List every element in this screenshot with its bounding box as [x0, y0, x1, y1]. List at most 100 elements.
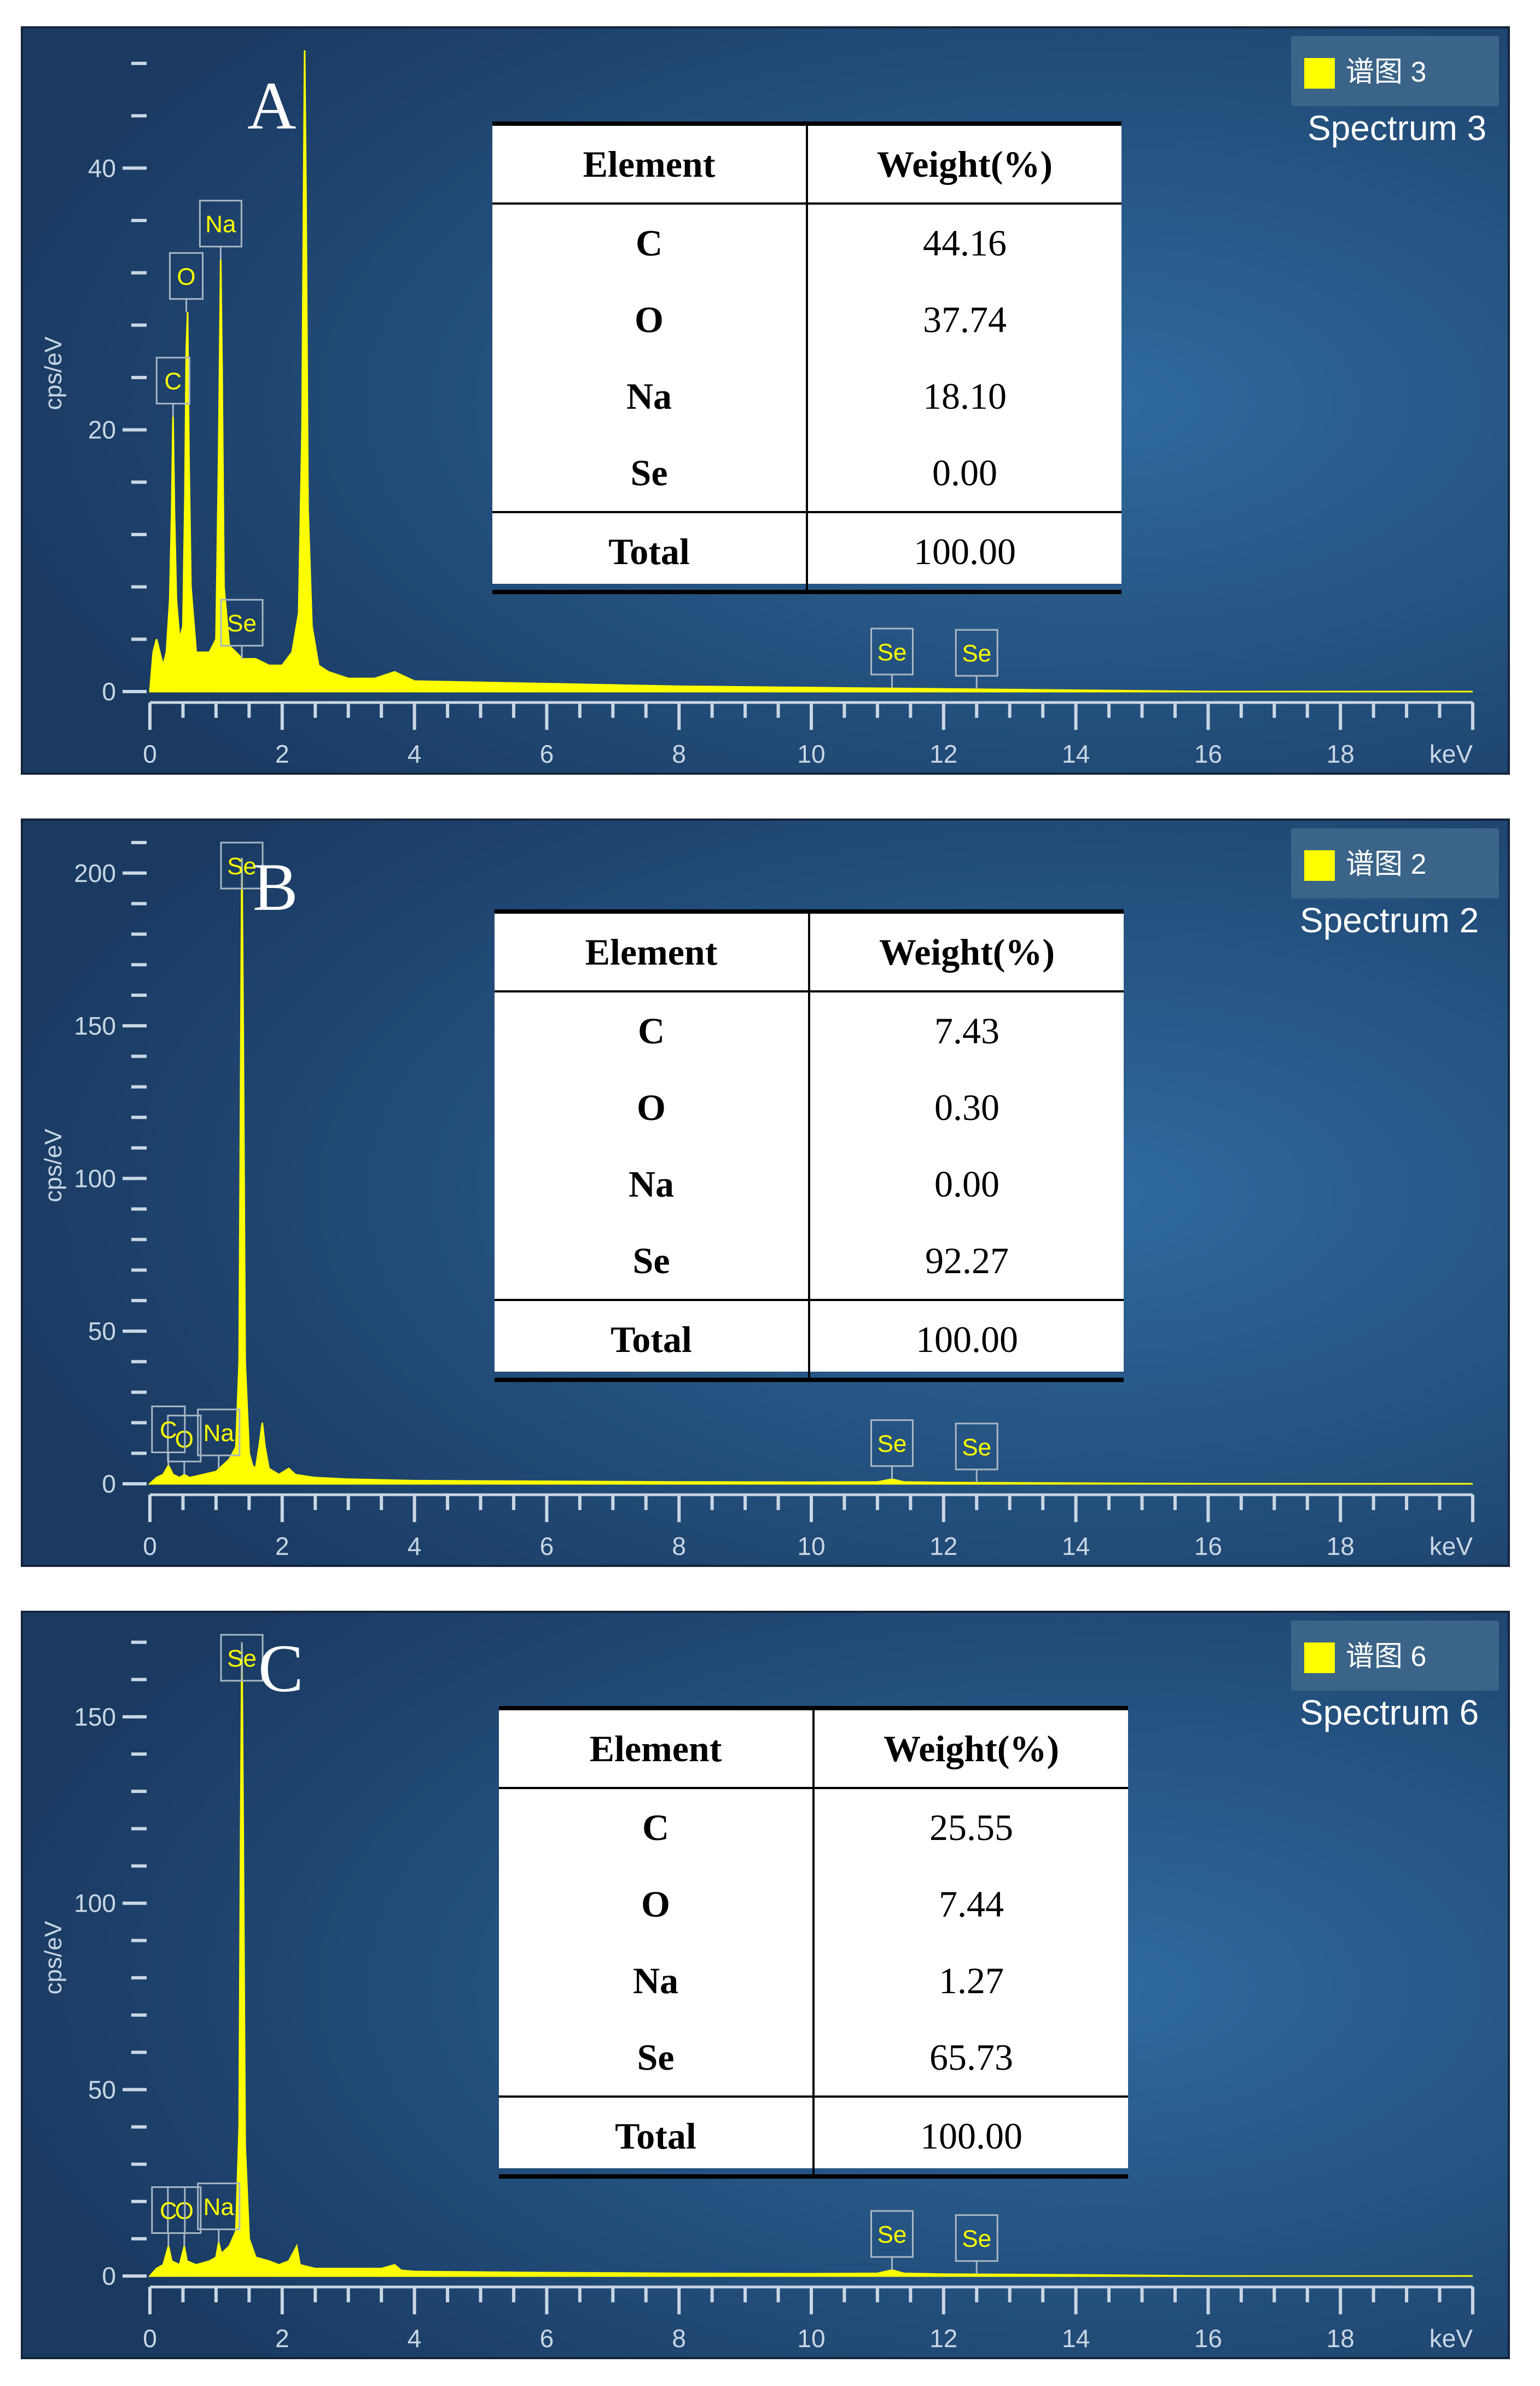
weight-cell: 65.73	[929, 2036, 1013, 2078]
x-tick-label: 2	[275, 2324, 289, 2353]
peak-label: Na	[205, 211, 236, 238]
legend-name: 谱图 2	[1346, 849, 1427, 880]
y-tick-label: 50	[88, 1317, 116, 1345]
y-tick-label: 0	[102, 1470, 116, 1498]
table-row: Na 0.00	[495, 1146, 1124, 1222]
x-tick-label: 8	[672, 2324, 686, 2353]
total-value: 100.00	[807, 511, 1121, 594]
weight-cell: 7.44	[939, 1883, 1004, 1925]
weight-cell: 92.27	[925, 1239, 1009, 1281]
weight-cell: 37.74	[923, 298, 1007, 340]
element-cell: Na	[492, 358, 808, 434]
x-unit-label: keV	[1429, 2324, 1473, 2353]
peak-label: Se	[877, 2221, 907, 2248]
spectrum-trace	[149, 50, 1473, 693]
peak-label: C	[164, 368, 182, 395]
x-tick-label: 12	[929, 1532, 957, 1560]
total-row: Total 100.00	[495, 1299, 1124, 1382]
x-tick-label: 12	[929, 740, 957, 768]
y-tick-label: 200	[74, 859, 116, 887]
spectrum-trace	[148, 1642, 1473, 2277]
x-tick-label: 18	[1327, 740, 1355, 768]
table-row: O 0.30	[495, 1069, 1124, 1146]
y-tick-label: 150	[74, 1012, 116, 1040]
spectrum-panel-b: 0 50 100 150 200 cps/eV 0 2 4 6 8 10 12 14 16 18 keV Se O C…	[21, 818, 1510, 1567]
legend-swatch	[1304, 58, 1335, 89]
peak-label: C	[160, 1417, 177, 1444]
legend-box: 谱图 6	[1291, 1621, 1499, 1691]
table-row: Na 18.10	[492, 358, 1121, 434]
weight-cell: 0.30	[934, 1086, 999, 1128]
spectrum-panel-a: 0 20 40 cps/eV 0 2 4 6 8 10 12 14 16 18 keV C O Na Se Se Se …	[21, 26, 1510, 775]
weight-cell: 18.10	[923, 375, 1007, 417]
peak-annotation: Se	[870, 628, 914, 688]
element-cell: C	[499, 1788, 815, 1866]
peak-annotation: Na	[199, 200, 242, 260]
x-tick-label: 16	[1194, 2324, 1222, 2353]
total-label: Total	[495, 1299, 810, 1382]
element-cell: Na	[495, 1146, 810, 1222]
table-row: Na 1.27	[499, 1942, 1128, 2019]
y-tick-label: 50	[88, 2075, 116, 2104]
peak-label: O	[177, 263, 195, 290]
header-weight: Weight(%)	[809, 909, 1124, 992]
peak-annotation: C	[151, 2186, 186, 2246]
peak-annotation: Se	[955, 1423, 998, 1483]
peak-label: Se	[227, 610, 257, 637]
x-tick-label: 2	[275, 1532, 289, 1560]
peak-annotation: Se	[220, 841, 264, 890]
peak-annotation: C	[151, 1406, 186, 1466]
legend-name: 谱图 3	[1346, 56, 1427, 88]
element-cell: O	[492, 281, 808, 358]
total-value: 100.00	[809, 1299, 1124, 1382]
peak-annotation: Se	[220, 599, 264, 659]
legend-swatch	[1304, 1642, 1335, 1673]
peak-label: Se	[877, 1431, 907, 1458]
x-tick-label: 14	[1062, 740, 1090, 768]
total-label: Total	[492, 511, 808, 594]
table-row: O 37.74	[492, 281, 1121, 358]
x-tick-label: 14	[1062, 2324, 1090, 2353]
x-unit-label: keV	[1429, 740, 1473, 768]
spectrum-label: Spectrum 2	[1300, 901, 1479, 940]
legend-name: 谱图 6	[1346, 1641, 1427, 1673]
peak-annotation: Na	[197, 2182, 241, 2243]
panel-letter: A	[247, 68, 297, 143]
total-value: 100.00	[813, 2095, 1128, 2179]
peak-annotation: O	[168, 252, 204, 312]
x-tick-label: 12	[929, 2324, 957, 2353]
element-cell: C	[492, 204, 808, 281]
peak-label: Se	[227, 1645, 257, 1672]
x-tick-label: 8	[672, 740, 686, 768]
table-row: Se 65.73	[499, 2019, 1128, 2097]
panel-letter: B	[253, 850, 298, 925]
x-tick-label: 16	[1194, 740, 1222, 768]
legend-box: 谱图 3	[1291, 36, 1499, 106]
x-tick-label: 0	[143, 740, 157, 768]
x-tick-label: 6	[540, 1532, 554, 1560]
y-tick-label: 40	[88, 154, 116, 182]
table-row: Se 0.00	[492, 434, 1121, 512]
element-cell: O	[499, 1866, 815, 1942]
x-tick-label: 4	[408, 740, 422, 768]
x-tick-label: 18	[1327, 2324, 1355, 2353]
x-tick-label: 8	[672, 1532, 686, 1560]
table-row: C 25.55	[499, 1788, 1128, 1866]
header-weight: Weight(%)	[813, 1706, 1128, 1789]
peak-label: Se	[227, 853, 257, 880]
x-tick-label: 10	[797, 1532, 825, 1560]
x-tick-label: 6	[540, 740, 554, 768]
x-tick-label: 0	[143, 2324, 157, 2353]
panel-letter: C	[258, 1631, 304, 1706]
weight-cell: 25.55	[929, 1806, 1013, 1848]
peak-annotation: C	[155, 357, 190, 417]
element-cell: Na	[499, 1942, 815, 2019]
peak-label: C	[160, 2197, 177, 2224]
header-element: Element	[499, 1706, 815, 1789]
y-tick-label: 150	[74, 1703, 116, 1731]
header-element: Element	[495, 909, 810, 992]
element-cell: C	[495, 991, 810, 1069]
element-cell: O	[495, 1069, 810, 1146]
y-tick-label: 100	[74, 1164, 116, 1193]
spectrum-label: Spectrum 6	[1300, 1693, 1479, 1732]
